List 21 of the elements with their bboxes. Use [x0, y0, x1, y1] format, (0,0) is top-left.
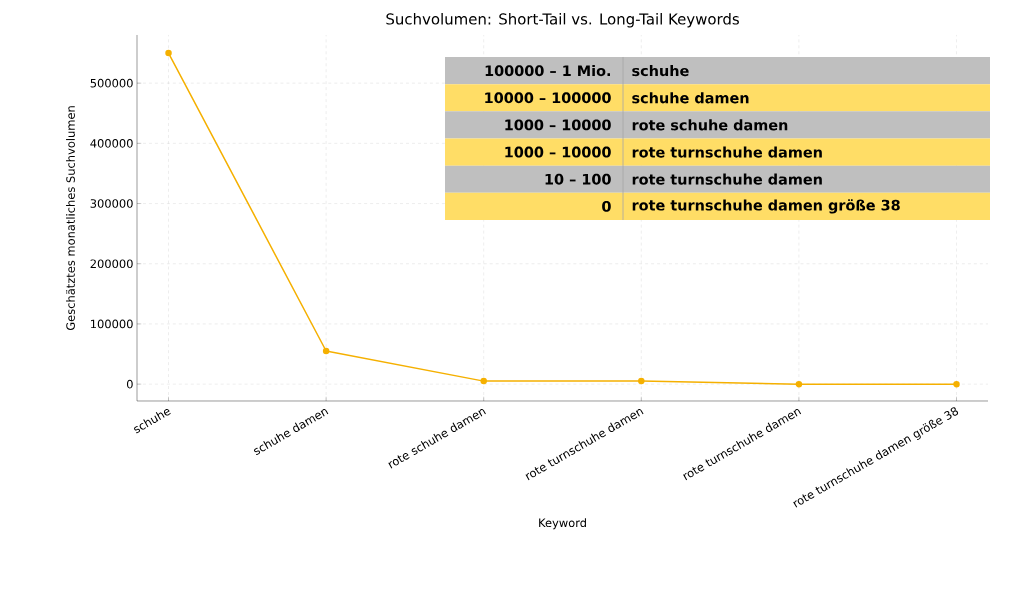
y-tick-label: 200000	[90, 259, 133, 269]
chart-title: Suchvolumen: Short-Tail vs. Long-Tail Keywords	[386, 13, 739, 28]
annotation: 0	[602, 200, 611, 212]
category-label: rote schuhe damen	[632, 119, 788, 131]
category-label: rote turnschuhe damen größe 38	[632, 199, 900, 214]
category-label: schuhe damen	[632, 92, 749, 104]
y-tick-label: 100000	[91, 319, 133, 329]
category-label: rote turnschuhe damen	[632, 146, 822, 158]
y-tick-label: 500000	[90, 78, 133, 88]
annotation: 10000 – 100000	[485, 92, 611, 104]
y-axis-title: Geschätztes monatliches Suchvolumen	[66, 106, 75, 331]
category-label: schuhe	[632, 64, 689, 77]
y-tick-label: 0	[126, 379, 133, 389]
y-tick-label: 300000	[90, 199, 133, 208]
y-tick-label: 400000	[90, 139, 133, 148]
annotation: 1000 – 10000	[505, 146, 611, 158]
annotation: 100000 – 1 Mio.	[485, 64, 611, 77]
x-axis-title: Keyword	[539, 518, 586, 530]
annotation: 10 – 100	[545, 173, 611, 185]
category-label: rote turnschuhe damen	[632, 173, 822, 185]
annotation: 1000 – 10000	[505, 119, 611, 131]
